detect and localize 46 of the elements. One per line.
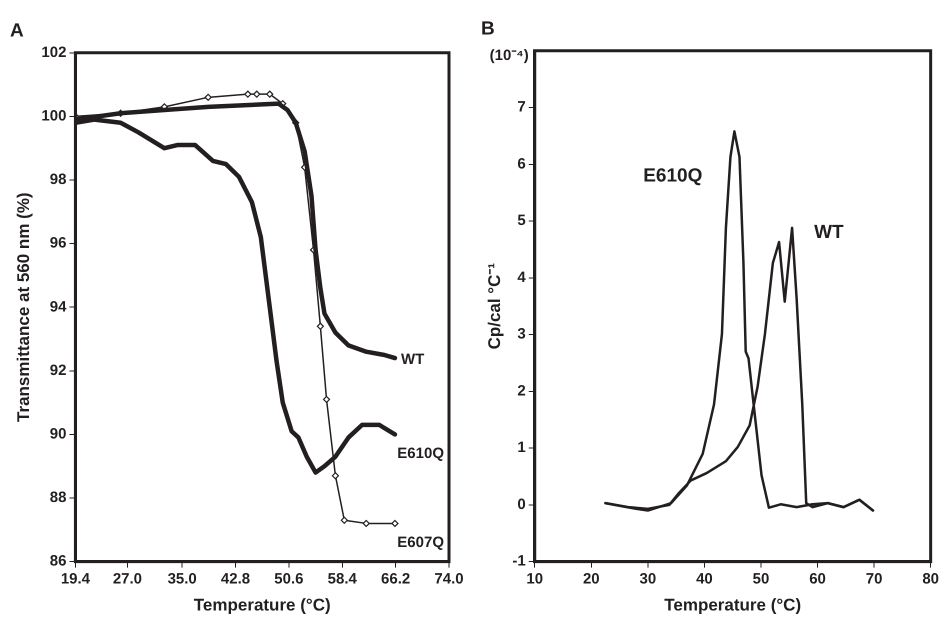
series-label: E610Q	[397, 445, 444, 462]
y-tick-label: 7	[517, 98, 526, 116]
y-tick-label: 88	[50, 489, 66, 506]
y-tick-label: 86	[50, 552, 66, 570]
y-axis-title: Cp/cal °C⁻¹	[484, 262, 504, 350]
y-tick-label: 1	[517, 439, 526, 456]
y-tick-label: -1	[512, 552, 526, 570]
x-tick-label: 80	[922, 570, 939, 588]
series-label: E610Q	[643, 166, 702, 187]
x-tick-label: 50	[752, 570, 770, 588]
x-tick-label: 19.4	[60, 570, 91, 588]
y-tick-label: 94	[50, 298, 68, 316]
x-axis-title: Temperature (°C)	[664, 595, 802, 614]
y-tick-label: 96	[50, 234, 66, 252]
x-tick-label: 58.4	[328, 570, 358, 588]
x-tick-label: 50.6	[274, 570, 304, 588]
y-tick-label: 5	[517, 212, 526, 230]
text: (10⁻⁴)	[490, 46, 529, 64]
chart-title: A	[10, 20, 24, 42]
y-tick-label: 90	[50, 426, 66, 443]
y-axis-title: Transmittance at 560 nm (%)	[14, 192, 33, 422]
x-tick-label: 42.8	[220, 570, 250, 588]
chart-title: B	[481, 18, 495, 40]
x-tick-label: 66.2	[381, 570, 410, 588]
series-label: WT	[814, 222, 844, 244]
y-tick-label: 4	[517, 268, 526, 286]
x-tick-label: 40	[696, 570, 713, 588]
x-tick-label: 70	[866, 570, 882, 588]
x-tick-label: 10	[526, 570, 544, 588]
x-tick-label: 60	[809, 570, 826, 588]
y-tick-label: 2	[517, 382, 526, 400]
y-tick-label: 0	[517, 496, 526, 513]
series-label: E607Q	[397, 534, 444, 552]
series-label: WT	[400, 351, 424, 368]
x-tick-label: 30	[640, 570, 656, 588]
y-tick-label: 3	[517, 326, 526, 343]
x-axis-title: Temperature (°C)	[194, 595, 331, 614]
x-tick-label: 74.0	[434, 570, 464, 588]
y-tick-label: 98	[50, 171, 66, 188]
y-tick-label: 102	[41, 44, 66, 61]
y-tick-label: 100	[41, 108, 66, 125]
x-tick-label: 35.0	[168, 570, 197, 588]
y-tick-label: 92	[50, 362, 66, 379]
x-tick-label: 20	[582, 570, 600, 588]
x-tick-label: 27.0	[112, 570, 142, 588]
y-tick-label: 6	[517, 155, 526, 172]
